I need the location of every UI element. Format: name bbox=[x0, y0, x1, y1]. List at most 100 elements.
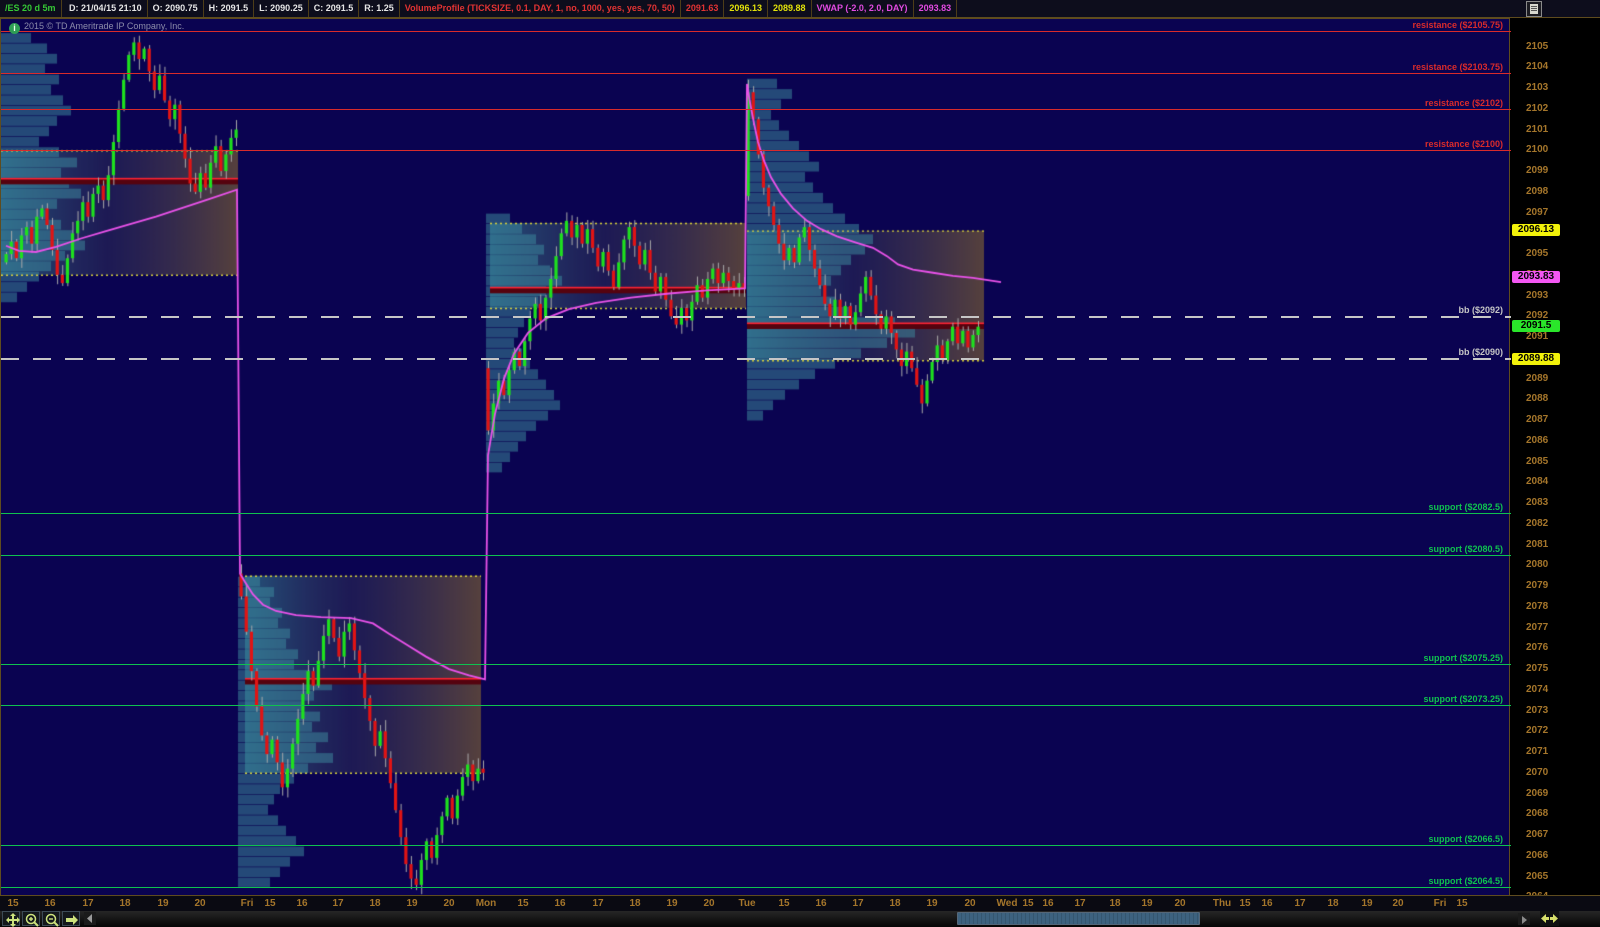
time-tick-label: 15 bbox=[517, 898, 529, 909]
support-label: support ($2066.5) bbox=[1428, 834, 1503, 844]
time-tick-label: 15 bbox=[1022, 898, 1034, 909]
price-tick-label: 2066 bbox=[1526, 849, 1549, 861]
chart-header: /ES 20 d 5m D: 21/04/15 21:10 O: 2090.75 H… bbox=[0, 0, 1600, 18]
price-tick-label: 2069 bbox=[1526, 787, 1549, 799]
price-tick-label: 2078 bbox=[1526, 600, 1549, 612]
toolbar-field: VWAP (-2.0, 2.0, DAY) bbox=[812, 0, 914, 17]
price-tick-label: 2088 bbox=[1526, 393, 1549, 405]
collapse-panel-button[interactable] bbox=[84, 912, 96, 925]
time-tick-label: 17 bbox=[332, 898, 344, 909]
price-tick-label: 2102 bbox=[1526, 102, 1549, 114]
resistance-line bbox=[1, 109, 1511, 110]
price-tick-label: 2080 bbox=[1526, 559, 1549, 571]
price-tick-label: 2086 bbox=[1526, 434, 1549, 446]
toolbar-field: 2093.83 bbox=[914, 0, 958, 17]
price-tick-label: 2073 bbox=[1526, 704, 1549, 716]
price-tick-label: 2087 bbox=[1526, 414, 1549, 426]
time-tick-label: 18 bbox=[1327, 898, 1339, 909]
price-tick-label: 2084 bbox=[1526, 476, 1549, 488]
price-tick-label: 2070 bbox=[1526, 766, 1549, 778]
price-axis[interactable]: 2064206520662067206820692070207120722073… bbox=[1510, 18, 1600, 902]
price-tick-label: 2068 bbox=[1526, 808, 1549, 820]
price-tick-label: 2105 bbox=[1526, 40, 1549, 52]
price-badge: 2091.5 bbox=[1512, 319, 1560, 332]
time-tick-label: 16 bbox=[815, 898, 827, 909]
toolbar-field: 2089.88 bbox=[768, 0, 812, 17]
support-line bbox=[1, 513, 1511, 514]
time-tick-label: 15 bbox=[7, 898, 19, 909]
price-tick-label: 2077 bbox=[1526, 621, 1549, 633]
time-tick-label: 15 bbox=[264, 898, 276, 909]
toolbar-field: D: 21/04/15 21:10 bbox=[64, 0, 148, 17]
time-tick-label: 20 bbox=[194, 898, 206, 909]
price-chart-canvas[interactable] bbox=[1, 19, 1509, 895]
support-label: support ($2064.5) bbox=[1428, 876, 1503, 886]
time-tick-label: Wed bbox=[996, 898, 1018, 909]
time-tick-label: 19 bbox=[1141, 898, 1153, 909]
price-tick-label: 2098 bbox=[1526, 185, 1549, 197]
price-tick-label: 2091 bbox=[1526, 331, 1549, 343]
zoom-in-icon bbox=[25, 913, 39, 927]
time-tick-label: 17 bbox=[592, 898, 604, 909]
time-tick-label: 19 bbox=[1361, 898, 1373, 909]
zoom-out-button[interactable] bbox=[42, 911, 60, 927]
toolbar-field: 2096.13 bbox=[724, 0, 768, 17]
price-tick-label: 2100 bbox=[1526, 144, 1549, 156]
time-tick-label: 15 bbox=[1239, 898, 1251, 909]
symbol-label[interactable]: /ES 20 d 5m bbox=[0, 0, 62, 17]
price-tick-label: 2085 bbox=[1526, 455, 1549, 467]
price-tick-label: 2093 bbox=[1526, 289, 1549, 301]
price-tick-label: 2083 bbox=[1526, 497, 1549, 509]
support-line bbox=[1, 705, 1511, 706]
price-badge: 2089.88 bbox=[1512, 353, 1560, 366]
time-axis[interactable]: 15 16 17 18 19 20 Fri 15 16 17 18 19 20 Mon 15 16 17 18 19… bbox=[0, 895, 1600, 911]
toolbar-field: VolumeProfile (TICKSIZE, 0.1, DAY, 1, no… bbox=[400, 0, 681, 17]
time-tick-label: Mon bbox=[475, 898, 497, 909]
time-tick-label: 19 bbox=[157, 898, 169, 909]
time-scrollbar-thumb[interactable] bbox=[957, 912, 1200, 925]
toolbar-field: R: 1.25 bbox=[359, 0, 400, 17]
zoom-out-icon bbox=[45, 913, 59, 927]
time-tick-label: 18 bbox=[1109, 898, 1121, 909]
time-tick-label: 20 bbox=[703, 898, 715, 909]
toolbar-field: C: 2091.5 bbox=[309, 0, 360, 17]
expand-axis-button[interactable] bbox=[1540, 911, 1559, 926]
price-tick-label: 2104 bbox=[1526, 61, 1549, 73]
price-tick-label: 2081 bbox=[1526, 538, 1549, 550]
price-tick-label: 2067 bbox=[1526, 829, 1549, 841]
bb-label: bb ($2092) bbox=[1458, 305, 1503, 315]
resistance-line bbox=[1, 73, 1511, 74]
resistance-line bbox=[1, 31, 1511, 32]
price-tick-label: 2075 bbox=[1526, 663, 1549, 675]
resistance-label: resistance ($2100) bbox=[1424, 139, 1503, 149]
time-tick-label: 19 bbox=[666, 898, 678, 909]
time-tick-label: 17 bbox=[1294, 898, 1306, 909]
scroll-right-button[interactable] bbox=[62, 911, 80, 926]
time-tick-label: 20 bbox=[1392, 898, 1404, 909]
support-label: support ($2073.25) bbox=[1423, 694, 1503, 704]
zoom-in-button[interactable] bbox=[22, 911, 40, 927]
bb-label: bb ($2090) bbox=[1458, 347, 1503, 357]
time-tick-label: 19 bbox=[406, 898, 418, 909]
scroll-right-small-button[interactable] bbox=[1518, 913, 1530, 925]
pan-tool-button[interactable] bbox=[2, 911, 20, 927]
chart-settings-button[interactable] bbox=[1526, 1, 1542, 17]
info-icon: i bbox=[9, 23, 20, 34]
move-icon bbox=[6, 913, 20, 927]
time-tick-label: Fri bbox=[240, 898, 254, 909]
time-tick-label: 18 bbox=[369, 898, 381, 909]
support-line bbox=[1, 664, 1511, 665]
time-tick-label: 15 bbox=[778, 898, 790, 909]
time-tick-label: Thu bbox=[1212, 898, 1232, 909]
price-tick-label: 2082 bbox=[1526, 517, 1549, 529]
time-tick-label: Fri bbox=[1433, 898, 1447, 909]
time-tick-label: 15 bbox=[1456, 898, 1468, 909]
chart-plot-area[interactable]: i 2015 © TD Ameritrade IP Company, Inc. r… bbox=[0, 18, 1511, 895]
time-tick-label: 20 bbox=[964, 898, 976, 909]
settings-icon bbox=[1530, 4, 1538, 14]
price-tick-label: 2092 bbox=[1526, 310, 1549, 322]
time-tick-label: 20 bbox=[1174, 898, 1186, 909]
price-tick-label: 2099 bbox=[1526, 165, 1549, 177]
time-tick-label: 17 bbox=[82, 898, 94, 909]
price-tick-label: 2089 bbox=[1526, 372, 1549, 384]
